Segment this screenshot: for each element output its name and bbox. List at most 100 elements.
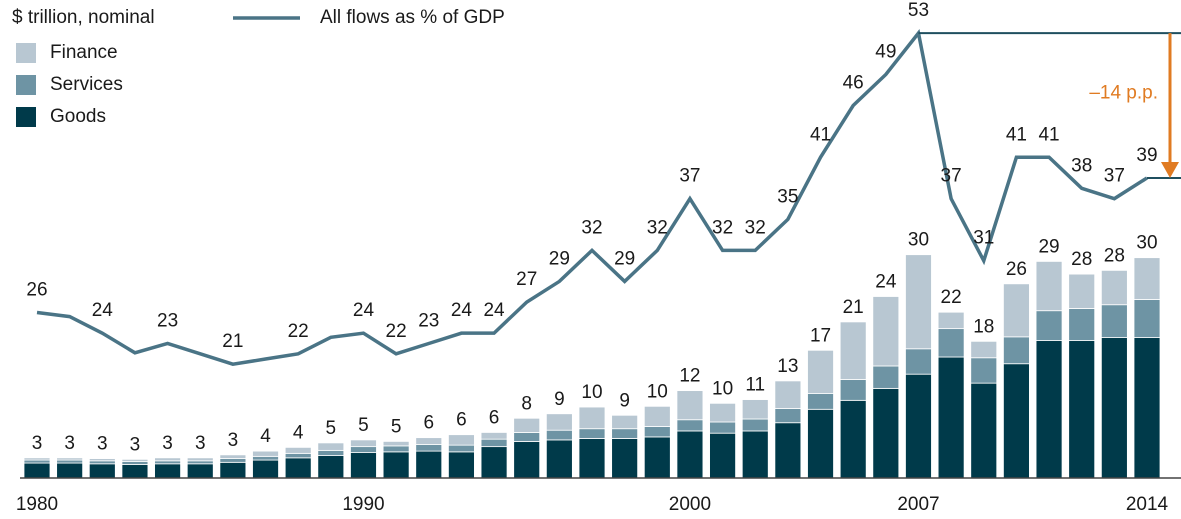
bar-segment bbox=[872, 296, 900, 367]
bar-segment bbox=[937, 311, 965, 330]
total-label: 6 bbox=[423, 413, 434, 434]
bar-segment bbox=[611, 414, 639, 430]
line-label: 37 bbox=[941, 166, 962, 187]
bar-segment bbox=[1068, 308, 1096, 341]
line-label: 32 bbox=[745, 217, 766, 238]
bar-segment bbox=[774, 380, 802, 409]
bar-segment bbox=[252, 450, 279, 457]
bar-segment bbox=[872, 387, 900, 479]
line-label: 49 bbox=[875, 42, 896, 63]
legend-label: Finance bbox=[50, 42, 118, 63]
total-label: 4 bbox=[293, 422, 304, 443]
bar-segment bbox=[317, 455, 345, 479]
bar-segment bbox=[905, 373, 932, 479]
total-label: 5 bbox=[391, 416, 402, 437]
bar-segment bbox=[839, 379, 867, 401]
bar-segment bbox=[480, 432, 508, 440]
total-label: 28 bbox=[1071, 249, 1092, 270]
bar-segment bbox=[480, 438, 508, 448]
bar-segment bbox=[284, 457, 312, 479]
total-label: 10 bbox=[647, 381, 668, 402]
line-label: 37 bbox=[679, 166, 700, 187]
total-label: 30 bbox=[908, 230, 929, 251]
bar-segment bbox=[88, 458, 116, 462]
total-label: 4 bbox=[260, 426, 271, 447]
bar-segment bbox=[839, 321, 867, 380]
line-label: 37 bbox=[1104, 166, 1125, 187]
legend-label: Goods bbox=[50, 106, 106, 127]
x-tick-label: 2007 bbox=[897, 494, 939, 515]
bar-segment bbox=[154, 463, 181, 479]
bar-segment bbox=[1003, 363, 1030, 479]
bar-segment bbox=[350, 446, 377, 454]
bar-segment bbox=[252, 455, 279, 461]
bar-segment bbox=[56, 462, 84, 479]
bar-segment bbox=[415, 437, 443, 445]
line-label: 27 bbox=[516, 269, 537, 290]
legend-label: All flows as % of GDP bbox=[320, 7, 505, 28]
bar-segment bbox=[774, 408, 802, 424]
line-label: 46 bbox=[843, 73, 864, 94]
bar-segment bbox=[513, 441, 541, 479]
bar-segment bbox=[513, 417, 541, 433]
total-label: 29 bbox=[1038, 236, 1059, 257]
arrow-head bbox=[1161, 161, 1179, 178]
bar-segment bbox=[1068, 340, 1096, 479]
bar-segment bbox=[448, 444, 475, 453]
line-label: 31 bbox=[973, 228, 994, 249]
bar-segment bbox=[350, 452, 377, 479]
bar-segment bbox=[1100, 304, 1128, 338]
legend-swatch bbox=[16, 107, 36, 127]
line-label: 41 bbox=[810, 124, 831, 145]
bar-segment bbox=[284, 452, 312, 459]
total-label: 10 bbox=[712, 378, 733, 399]
bar-segment bbox=[545, 439, 573, 479]
total-label: 3 bbox=[195, 433, 206, 454]
bar-segment bbox=[121, 458, 149, 462]
bar-segment bbox=[415, 443, 443, 452]
x-tick-label: 2014 bbox=[1126, 494, 1169, 515]
bar-segment bbox=[448, 434, 475, 446]
total-label: 9 bbox=[619, 390, 630, 411]
line-label: 26 bbox=[26, 279, 47, 300]
bar-segment bbox=[1133, 257, 1161, 300]
line-label: 29 bbox=[549, 248, 570, 269]
bar-segment bbox=[252, 459, 279, 479]
bar-segment bbox=[970, 382, 998, 479]
annotation: –14 p.p. bbox=[1089, 83, 1158, 104]
bar-segment bbox=[121, 461, 149, 465]
line-label: 53 bbox=[908, 0, 929, 21]
line-label: 29 bbox=[614, 248, 635, 269]
line bbox=[36, 29, 1148, 366]
bar-segment bbox=[905, 348, 932, 375]
bar-segment bbox=[1100, 269, 1128, 306]
line-label: 32 bbox=[647, 217, 668, 238]
bar-segment bbox=[970, 340, 998, 359]
bar-segment bbox=[1133, 299, 1161, 338]
line-label: 21 bbox=[222, 331, 243, 352]
bar-segment bbox=[578, 428, 606, 439]
line-label: 38 bbox=[1071, 155, 1092, 176]
bar-segment bbox=[219, 454, 247, 459]
total-label: 28 bbox=[1104, 245, 1125, 266]
total-label: 26 bbox=[1006, 259, 1027, 280]
bar-segment bbox=[154, 457, 181, 462]
bar-segment bbox=[709, 432, 736, 479]
subtitle: $ trillion, nominal bbox=[12, 7, 155, 28]
bar-segment bbox=[676, 390, 704, 421]
bar-segment bbox=[88, 463, 116, 479]
bar-segment bbox=[676, 430, 704, 479]
line-label: 22 bbox=[288, 321, 309, 342]
line-label: 24 bbox=[483, 300, 505, 321]
bar-segment bbox=[1133, 337, 1161, 479]
bar-segment bbox=[284, 446, 312, 454]
bar-segment bbox=[643, 426, 671, 438]
line-label: 41 bbox=[1006, 124, 1027, 145]
bar-segment bbox=[709, 421, 736, 434]
bar-segment bbox=[448, 451, 475, 479]
total-label: 5 bbox=[358, 415, 369, 436]
x-tick-label: 1980 bbox=[16, 494, 58, 515]
total-label: 3 bbox=[64, 433, 75, 454]
bar-segment bbox=[611, 438, 639, 479]
